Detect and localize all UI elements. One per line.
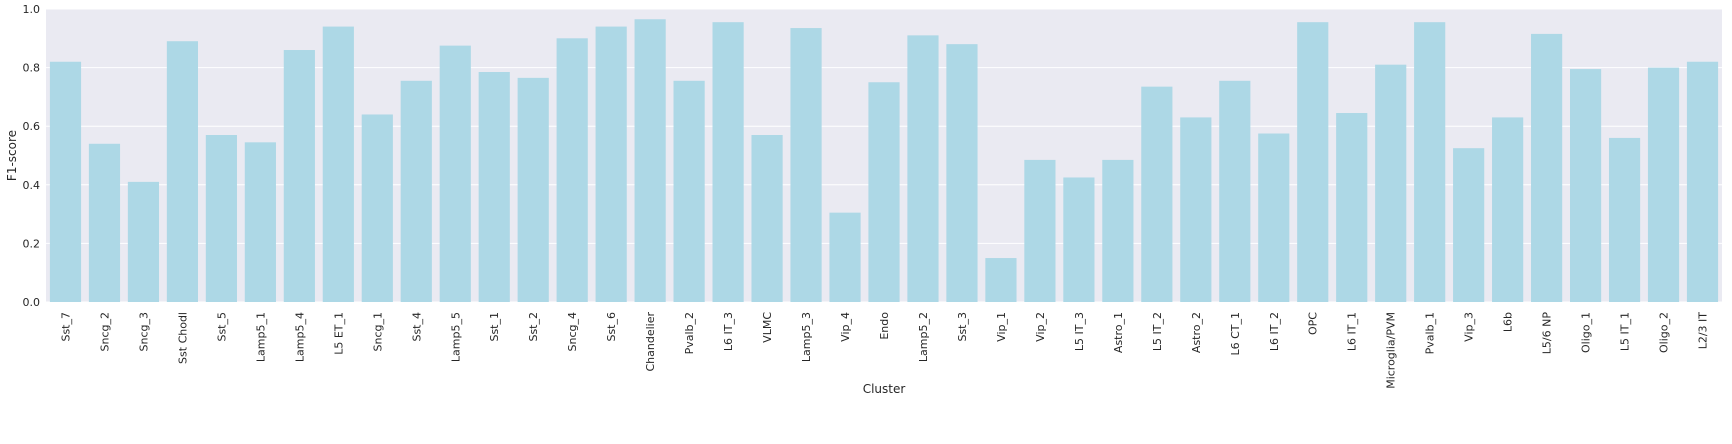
bar (205, 134, 237, 302)
x-axis-title: Cluster (863, 382, 906, 396)
bar (400, 80, 432, 302)
bar (1647, 67, 1680, 302)
x-tick-label: Sst_7 (59, 312, 72, 342)
x-tick-label: Sst Chodl (176, 312, 189, 364)
x-tick-label: Vip_2 (1034, 312, 1047, 342)
x-tick-label: L5 IT_3 (1073, 312, 1086, 351)
bar (751, 134, 783, 302)
bar (49, 61, 82, 302)
x-tick-label: Vip_4 (839, 312, 852, 342)
x-tick-label: Astro_1 (1112, 312, 1125, 353)
x-tick-label: L6 IT_1 (1346, 312, 1359, 351)
x-tick-label: Lamp5_3 (800, 312, 813, 362)
x-axis-ticks: Sst_7 Sncg_2 Sncg_3 Sst Chodl Sst_5 Lamp5_1 La… (59, 312, 1709, 389)
bar (1531, 33, 1563, 302)
bar (322, 26, 354, 303)
bar (1258, 133, 1290, 302)
y-axis-ticks: 0.0 0.2 0.4 0.6 0.8 1.0 (23, 3, 41, 309)
x-tick-label: Sst_5 (215, 312, 228, 342)
x-tick-label: L5 ET_1 (332, 312, 345, 355)
bar (790, 28, 822, 302)
bar (1180, 117, 1212, 302)
x-tick-label: Oligo_1 (1580, 312, 1593, 353)
bar (985, 258, 1017, 302)
bar (595, 26, 627, 303)
bar (88, 143, 121, 302)
y-tick-label: 0.2 (23, 237, 41, 250)
x-tick-label: Astro_2 (1190, 312, 1203, 353)
x-tick-label: Sncg_1 (371, 312, 384, 351)
bar (829, 212, 861, 302)
bar (517, 77, 549, 302)
x-tick-label: Vip_3 (1463, 312, 1476, 342)
bar (1219, 80, 1251, 302)
y-tick-label: 1.0 (23, 3, 41, 16)
x-tick-label: OPC (1307, 312, 1320, 335)
x-tick-label: L5 IT_2 (1151, 312, 1164, 351)
x-tick-label: Sst_1 (488, 312, 501, 342)
y-tick-label: 0.4 (23, 179, 41, 192)
bar (712, 22, 744, 303)
x-tick-label: Lamp5_2 (917, 312, 930, 362)
bar (361, 114, 393, 302)
bar (1024, 159, 1056, 302)
x-tick-label: Sst_2 (527, 312, 540, 342)
bar (1102, 159, 1134, 302)
x-tick-label: Lamp5_4 (293, 312, 306, 362)
bar (478, 71, 510, 303)
x-tick-label: L2/3 IT (1697, 312, 1710, 350)
bar (907, 35, 939, 303)
y-axis-title: F1-score (5, 130, 19, 181)
bar (127, 181, 160, 302)
x-tick-label: Sst_6 (605, 312, 618, 342)
x-tick-label: L6b (1502, 312, 1515, 332)
bar (1414, 22, 1446, 303)
bar (1063, 177, 1095, 302)
x-tick-label: Sncg_3 (137, 312, 150, 351)
x-tick-label: L6 IT_2 (1268, 312, 1281, 351)
y-tick-label: 0.6 (23, 120, 41, 133)
x-tick-label: L5/6 NP (1541, 312, 1554, 355)
bar (1608, 137, 1641, 302)
x-tick-label: Microglia/PVM (1385, 312, 1398, 389)
bar (244, 142, 276, 302)
bar (283, 50, 315, 302)
x-tick-label: Lamp5_1 (254, 312, 267, 362)
bar (946, 44, 978, 302)
bar (868, 82, 900, 302)
bar (1686, 61, 1719, 302)
x-tick-label: VLMC (761, 312, 774, 343)
bar (439, 45, 471, 302)
bar (1453, 148, 1485, 302)
bar (1141, 86, 1173, 303)
bar (1375, 64, 1407, 302)
x-tick-label: Lamp5_5 (449, 312, 462, 362)
x-tick-label: L5 IT_1 (1619, 312, 1632, 351)
x-tick-label: L6 IT_3 (722, 312, 735, 351)
x-tick-label: Sncg_4 (566, 312, 579, 351)
x-tick-label: Sst_3 (956, 312, 969, 342)
x-tick-label: Pvalb_1 (1424, 312, 1437, 354)
x-tick-label: L6 CT_1 (1229, 312, 1242, 356)
bar (634, 19, 666, 302)
bar (556, 38, 588, 303)
bar (166, 41, 199, 302)
x-tick-label: Pvalb_2 (683, 312, 696, 354)
bars (49, 19, 1719, 303)
bar (1492, 117, 1524, 302)
y-tick-label: 0.8 (23, 62, 41, 75)
x-tick-label: Oligo_2 (1658, 312, 1671, 353)
x-tick-label: Sst_4 (410, 312, 423, 342)
bar (1297, 22, 1329, 303)
bar (1569, 69, 1602, 302)
y-tick-label: 0.0 (23, 296, 41, 309)
bar (1336, 113, 1368, 302)
x-tick-label: Endo (878, 312, 891, 340)
x-tick-label: Sncg_2 (98, 312, 111, 351)
bar (673, 80, 705, 302)
x-tick-label: Chandelier (644, 312, 657, 372)
x-tick-label: Vip_1 (995, 312, 1008, 342)
